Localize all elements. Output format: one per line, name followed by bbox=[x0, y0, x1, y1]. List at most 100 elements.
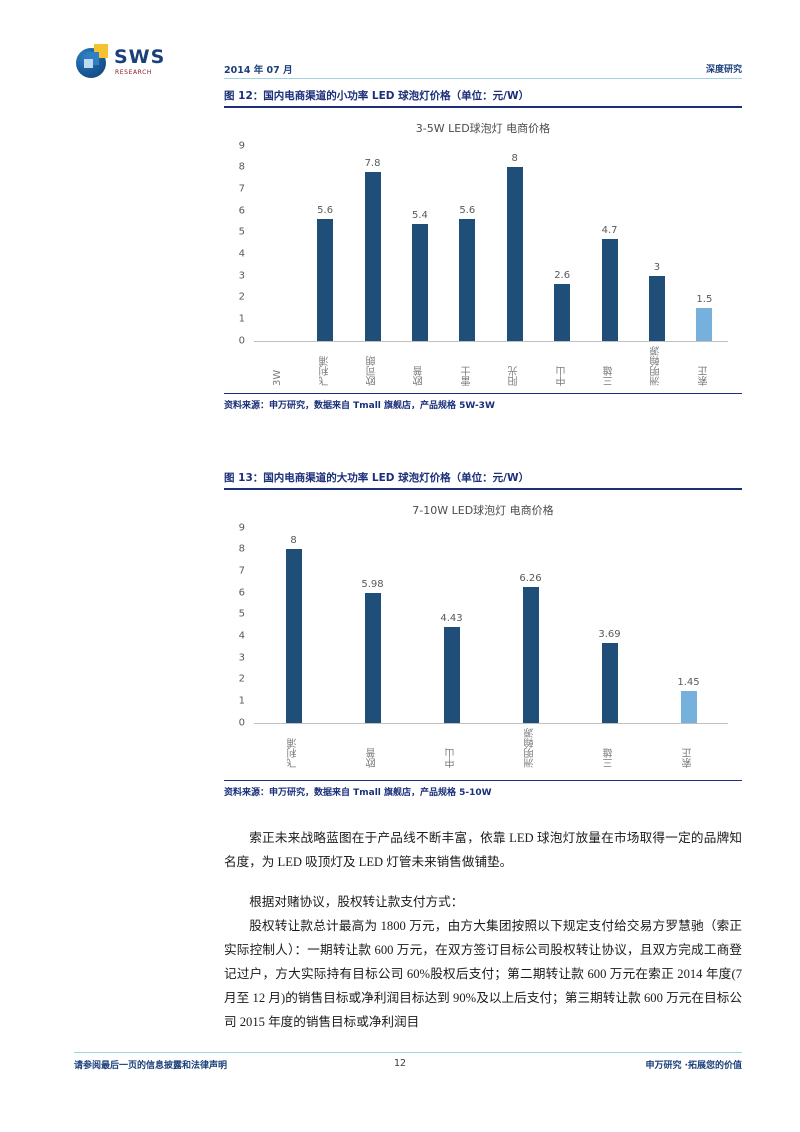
x-axis-label: 洲明翰源 bbox=[651, 345, 663, 386]
footer-page-number: 12 bbox=[393, 1058, 407, 1069]
bar-value-label: 6.26 bbox=[519, 572, 542, 584]
bar-group: 5.4 bbox=[396, 146, 443, 341]
bar-value-label: 3.69 bbox=[598, 628, 621, 640]
bar-value-label: 8 bbox=[290, 535, 297, 547]
chart-1-plot: 8 5.98 4.43 6.26 3.69 1.45 bbox=[254, 528, 728, 724]
x-label-cell: 飞利浦 bbox=[301, 346, 348, 386]
figure-12-caption: 图 12：国内电商渠道的小功率 LED 球泡灯价格（单位：元/W） bbox=[224, 90, 530, 102]
bar bbox=[554, 284, 571, 341]
bar-value-label: 7.8 bbox=[364, 157, 381, 169]
bar-value-label: 5.6 bbox=[459, 205, 476, 217]
chart-0-y-tick: 6 bbox=[238, 205, 245, 217]
bar bbox=[696, 308, 713, 341]
x-label-cell: 索正 bbox=[649, 728, 728, 768]
chart-0-y-tick: 1 bbox=[238, 313, 245, 325]
chart-0-y-tick: 4 bbox=[238, 248, 245, 260]
header-date: 2014 年 07 月 bbox=[224, 65, 293, 76]
x-label-cell: 洲明翰源 bbox=[633, 346, 680, 386]
chart-0-y-tick: 8 bbox=[238, 161, 245, 173]
x-axis-label: 欧普 bbox=[414, 365, 426, 386]
header-divider bbox=[224, 78, 742, 79]
chart-0-y-tick: 7 bbox=[238, 183, 245, 195]
bar-group: 8 bbox=[254, 528, 333, 723]
x-axis-label: 三雄 bbox=[604, 365, 616, 386]
chart-1-y-tick: 8 bbox=[238, 543, 245, 555]
bar-value-label: 8 bbox=[511, 153, 518, 165]
bar-group: 5.98 bbox=[333, 528, 412, 723]
x-axis-label: 雷士 bbox=[461, 365, 473, 386]
bar-value-label: 1.5 bbox=[696, 294, 713, 306]
chart-1-y-tick: 0 bbox=[238, 717, 245, 729]
header-section-label: 深度研究 bbox=[705, 65, 742, 75]
x-label-cell: 欧普 bbox=[333, 728, 412, 768]
bar-value-label: 5.4 bbox=[411, 209, 428, 221]
chart-1-y-tick: 4 bbox=[238, 630, 245, 642]
x-label-cell: 欧司朗 bbox=[349, 346, 396, 386]
x-axis-label: 洲明翰源 bbox=[525, 727, 536, 768]
bar bbox=[680, 691, 697, 723]
bar bbox=[648, 275, 665, 341]
x-label-cell: 中山 bbox=[412, 728, 491, 768]
footer-slogan: 申万研究 ·拓展您的价值 bbox=[645, 1061, 742, 1071]
bar-group: 2.6 bbox=[538, 146, 585, 341]
bar-value-label: 5.6 bbox=[317, 205, 334, 217]
bar-group: 4.7 bbox=[586, 146, 633, 341]
bar bbox=[506, 167, 523, 341]
chart-1-y-tick: 1 bbox=[238, 695, 245, 707]
bar-group: 3 bbox=[633, 146, 680, 341]
bar bbox=[285, 549, 302, 723]
chart-0-y-tick: 5 bbox=[238, 226, 245, 238]
bar-group: 5.6 bbox=[301, 146, 348, 341]
x-axis-label: 三雄 bbox=[604, 747, 615, 768]
body-paragraph-1: 索正未来战略蓝图在于产品线不断丰富，依靠 LED 球泡灯放量在市场取得一定的品牌… bbox=[224, 831, 742, 869]
chart-0-y-axis: 9 8 7 6 5 4 3 2 1 0 bbox=[224, 140, 250, 346]
footer-divider bbox=[74, 1052, 742, 1053]
bar-group: 8 bbox=[491, 146, 538, 341]
chart-1-y-tick: 6 bbox=[238, 587, 245, 599]
chart-0-y-tick: 2 bbox=[238, 291, 245, 303]
x-label-cell: 3W bbox=[254, 346, 301, 386]
x-axis-label: 3W bbox=[272, 369, 284, 386]
chart-1-y-tick: 5 bbox=[238, 608, 245, 620]
logo-inner-square-shape bbox=[84, 59, 93, 68]
x-label-cell: 雷士 bbox=[444, 346, 491, 386]
x-axis-label: 中山 bbox=[556, 365, 568, 386]
figure-12-caption-divider bbox=[224, 106, 742, 108]
chart-0-title: 3-5W LED球泡灯 电商价格 bbox=[415, 121, 551, 135]
chart-0-y-tick: 9 bbox=[238, 140, 245, 152]
figure-13-caption: 图 13：国内电商渠道的大功率 LED 球泡灯价格（单位：元/W） bbox=[224, 472, 530, 484]
bar bbox=[364, 593, 381, 723]
sws-research-logo: SWS RESEARCH bbox=[74, 40, 182, 84]
chart-0-x-axis-labels: 3W 飞利浦 欧司朗 欧普 雷士 阳光 中山 三雄 洲明翰源 索正 bbox=[254, 346, 728, 386]
figure-12-block: 图 12：国内电商渠道的小功率 LED 球泡灯价格（单位：元/W） 3-5W L… bbox=[224, 88, 742, 411]
bar-value-label: 5.98 bbox=[361, 579, 384, 591]
chart-1-y-tick: 3 bbox=[238, 652, 245, 664]
bar-value-label: 3 bbox=[653, 261, 661, 273]
figure-13-source-divider bbox=[224, 779, 742, 781]
bar-group: 1.45 bbox=[649, 528, 728, 723]
bar bbox=[411, 223, 428, 341]
bar bbox=[601, 642, 618, 723]
chart-0-plot: 5.6 7.8 5.4 5.6 8 2.6 4.7 3 1.5 bbox=[254, 146, 728, 342]
bar-value-label: 4.43 bbox=[440, 612, 463, 624]
chart-1-y-tick: 2 bbox=[238, 673, 245, 685]
bar-value-label: 1.45 bbox=[677, 677, 700, 689]
bar bbox=[443, 626, 460, 723]
figure-12-source-divider bbox=[224, 392, 742, 394]
bar-group: 4.43 bbox=[412, 528, 491, 723]
x-label-cell: 飞利浦 bbox=[254, 728, 333, 768]
body-paragraph-2: 根据对赌协议，股权转让款支付方式： bbox=[249, 895, 464, 909]
x-label-cell: 洲明翰源 bbox=[491, 728, 570, 768]
figure-13-source: 资料来源：申万研究，数据来自 Tmall 旗舰店，产品规格 5-10W bbox=[224, 787, 492, 798]
chart-0-bars: 5.6 7.8 5.4 5.6 8 2.6 4.7 3 1.5 bbox=[254, 146, 728, 341]
logo-wordmark: SWS bbox=[114, 46, 166, 68]
x-axis-label: 欧司朗 bbox=[367, 355, 379, 386]
chart-1-y-tick: 9 bbox=[238, 522, 245, 534]
x-axis-label: 飞利浦 bbox=[319, 355, 331, 386]
chart-0-y-tick: 0 bbox=[238, 335, 245, 347]
bar bbox=[459, 219, 476, 341]
logo-mark-icon bbox=[76, 44, 110, 78]
x-axis-label: 阳光 bbox=[509, 365, 521, 386]
